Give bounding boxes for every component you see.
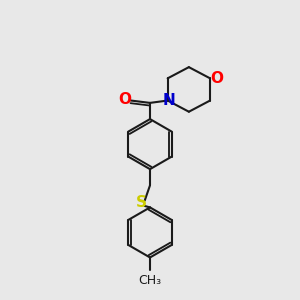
Text: O: O xyxy=(118,92,131,107)
Text: O: O xyxy=(210,71,223,86)
Text: S: S xyxy=(136,195,147,210)
Text: N: N xyxy=(163,93,175,108)
Text: CH₃: CH₃ xyxy=(138,274,162,287)
